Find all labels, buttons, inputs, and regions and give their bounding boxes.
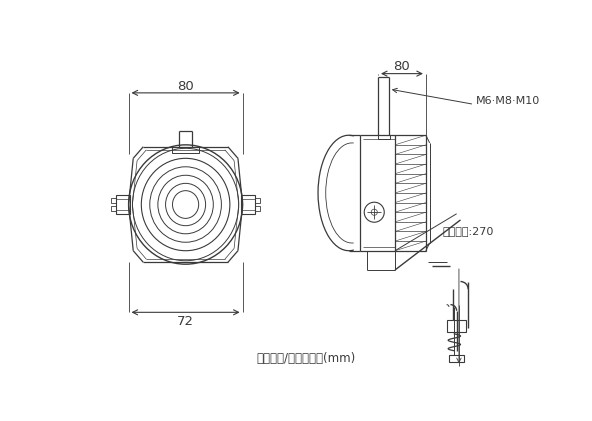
Bar — [378, 135, 390, 139]
Bar — [172, 147, 200, 153]
Bar — [111, 206, 116, 211]
Text: 80: 80 — [177, 80, 194, 93]
Bar — [111, 197, 116, 203]
Bar — [255, 206, 260, 211]
Bar — [449, 354, 464, 362]
Bar — [116, 195, 130, 214]
Bar — [255, 197, 260, 203]
Bar — [241, 195, 255, 214]
Text: スポット/ワイド寸法(mm): スポット/ワイド寸法(mm) — [257, 352, 356, 365]
Text: 80: 80 — [394, 60, 410, 73]
Text: M6·M8·M10: M6·M8·M10 — [476, 96, 540, 106]
Text: 72: 72 — [177, 315, 194, 328]
Text: コード長:270: コード長:270 — [443, 226, 494, 237]
Bar — [448, 320, 466, 332]
